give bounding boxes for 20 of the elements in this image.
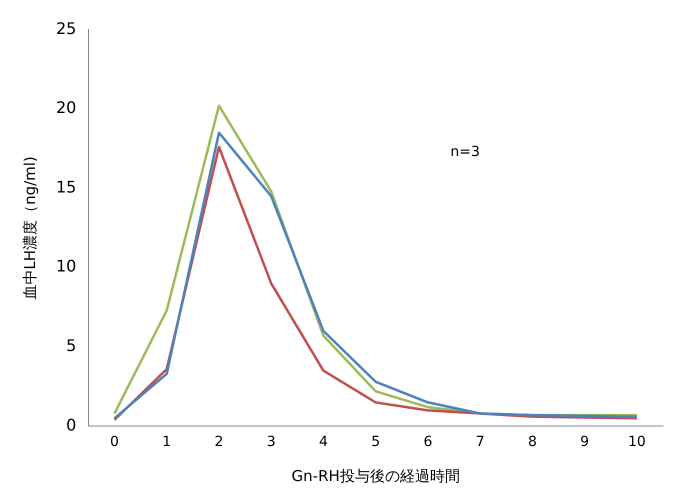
- x-tick-label: 3: [266, 434, 276, 450]
- x-tick-label: 10: [628, 434, 646, 450]
- x-tick-label: 5: [371, 434, 380, 450]
- x-tick-label: 1: [162, 434, 172, 450]
- x-tick-label: 0: [110, 434, 119, 450]
- y-tick-label: 25: [56, 18, 76, 38]
- y-tick-label: 0: [66, 415, 76, 434]
- x-axis-title: Gn-RH投与後の経過時間: [292, 466, 460, 485]
- x-tick-label: 9: [580, 434, 590, 450]
- x-tick-label: 2: [214, 434, 224, 450]
- annotation: n=3: [450, 144, 480, 160]
- x-tick-label: 8: [528, 434, 537, 450]
- y-tick-label: 10: [56, 256, 76, 276]
- y-tick-label: 15: [56, 177, 76, 196]
- x-tick-label: 4: [318, 434, 328, 450]
- y-tick-label: 20: [56, 98, 76, 118]
- y-tick-label: 5: [66, 336, 76, 356]
- x-tick-label: 6: [423, 434, 432, 450]
- x-tick-label: 7: [476, 434, 485, 450]
- y-axis-title: 血中LH濃度（ng/ml): [20, 156, 39, 300]
